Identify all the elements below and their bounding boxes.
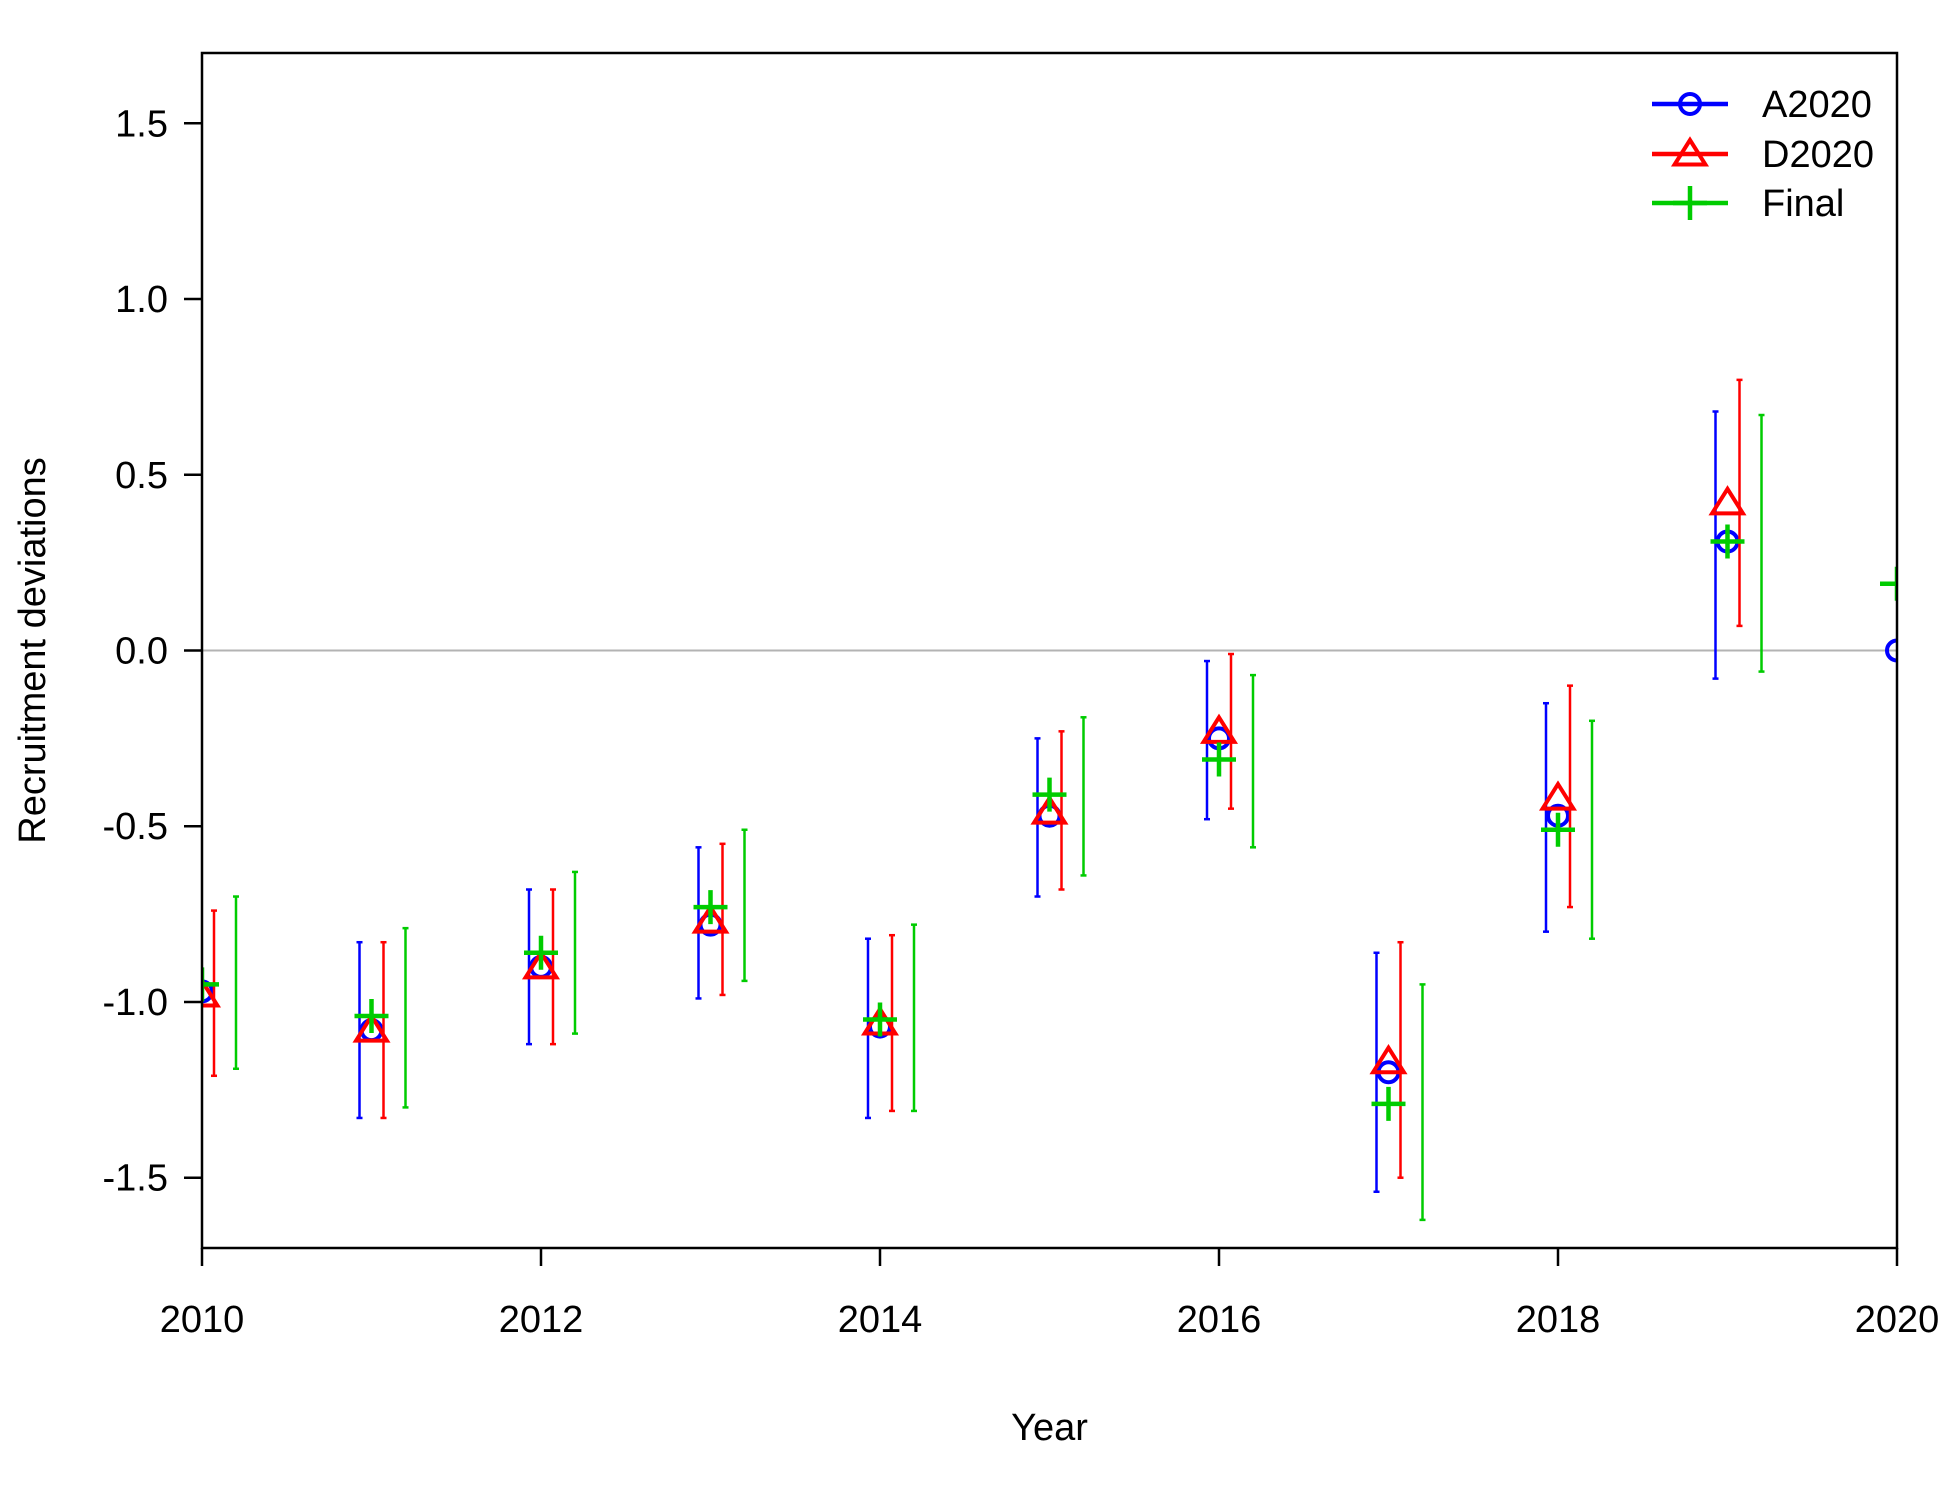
- legend-marker-a2020: [1678, 92, 1702, 116]
- legend: A2020 D2020 Final: [1652, 84, 1874, 225]
- series-final: [202, 413, 1897, 1222]
- data-point-d2020: [202, 977, 222, 1008]
- series-d2020: [202, 378, 1747, 1179]
- axis-layer: 2010 2012 2014 2016 2018 2020 -1.5 -1.0 -0.5 0.0 0…: [103, 103, 1940, 1341]
- y-tick-label: -1.5: [103, 1158, 168, 1200]
- x-tick-label: 2020: [1855, 1299, 1940, 1341]
- data-point-a2020: [202, 979, 214, 1004]
- legend-marker-d2020: [1670, 136, 1710, 167]
- x-tick-label: 2016: [1177, 1299, 1262, 1341]
- legend-label-a2020: A2020: [1762, 84, 1872, 126]
- data-point-final: [1710, 524, 1745, 559]
- y-tick-label: 0.0: [115, 631, 168, 673]
- x-tick-label: 2010: [160, 1299, 245, 1341]
- x-tick-label: 2012: [499, 1299, 584, 1341]
- data-point-final: [863, 1002, 897, 1037]
- x-tick-label: 2014: [838, 1299, 923, 1341]
- y-axis-title: Recruitment deviations: [12, 457, 54, 844]
- data-point-d2020: [352, 1012, 391, 1043]
- data-point-d2020: [1538, 780, 1578, 811]
- data-point-final: [1541, 812, 1575, 847]
- data-point-final: [354, 999, 389, 1034]
- legend-label-final: Final: [1762, 183, 1844, 225]
- data-point-d2020: [1199, 713, 1239, 744]
- data-point-final: [1032, 777, 1067, 812]
- series-layer: [202, 378, 1897, 1222]
- data-point-a2020: [1885, 638, 1897, 663]
- data-point-d2020: [1030, 794, 1069, 825]
- data-point-d2020: [1369, 1043, 1408, 1075]
- data-point-d2020: [691, 903, 730, 934]
- x-axis-title: Year: [1011, 1407, 1088, 1449]
- data-point-final: [1371, 1086, 1406, 1121]
- legend-marker-final: [1673, 186, 1707, 220]
- data-point-final: [524, 935, 558, 970]
- x-tick-label: 2018: [1516, 1299, 1601, 1341]
- data-point-final: [1202, 742, 1236, 777]
- data-point-final: [693, 890, 728, 925]
- data-point-final: [1880, 566, 1897, 601]
- y-tick-label: 0.5: [115, 455, 168, 497]
- data-point-final: [202, 967, 219, 1002]
- data-point-d2020: [521, 949, 561, 980]
- y-tick-label: 1.5: [115, 103, 168, 145]
- y-tick-label: 1.0: [115, 279, 168, 321]
- y-tick-label: -1.0: [103, 982, 168, 1024]
- data-point-d2020: [1708, 485, 1747, 516]
- y-tick-label: -0.5: [103, 806, 168, 848]
- legend-label-d2020: D2020: [1762, 134, 1874, 176]
